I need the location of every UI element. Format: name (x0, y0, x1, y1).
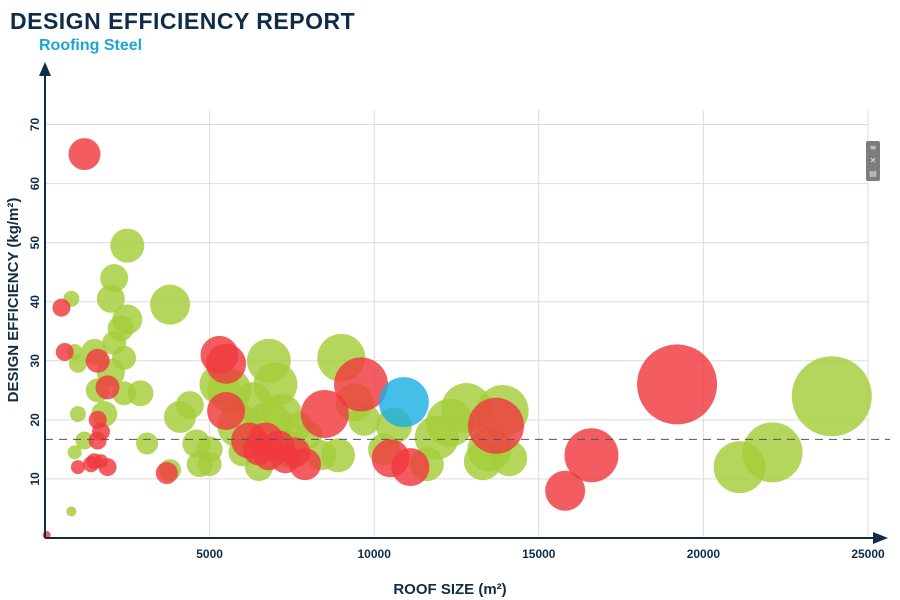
bubble-0-15 (112, 345, 137, 370)
bubble-1-24 (289, 448, 322, 481)
expand-icon[interactable]: ✕ (869, 155, 877, 165)
x-tick-label-2: 15000 (522, 547, 556, 561)
bubble-1-3 (70, 460, 85, 475)
bubble-0-10 (96, 284, 125, 313)
y-tick-label-5: 60 (28, 177, 42, 191)
bubble-1-25 (300, 389, 349, 438)
bubble-1-16 (207, 392, 246, 431)
bubble-layer (42, 138, 872, 540)
x-tick-label-0: 5000 (196, 547, 223, 561)
y-tick-label-3: 40 (28, 295, 42, 309)
bubble-2-0 (378, 377, 429, 428)
page-title: DESIGN EFFICIENCY REPORT (10, 8, 356, 34)
bubble-1-32 (637, 344, 718, 425)
y-tick-label-0: 10 (28, 472, 42, 486)
bubble-1-29 (468, 397, 525, 454)
bubble-0-20 (136, 432, 159, 455)
bubble-1-9 (88, 431, 107, 450)
bubble-1-0 (68, 138, 101, 171)
page-subtitle: Roofing Steel (39, 37, 143, 54)
bubble-1-15 (206, 343, 247, 384)
x-tick-label-3: 20000 (687, 547, 721, 561)
bubble-0-58 (742, 422, 803, 483)
bubble-0-21 (150, 284, 191, 325)
bubble-1-12 (98, 458, 117, 477)
bubble-1-30 (545, 470, 586, 511)
y-tick-label-6: 70 (28, 118, 42, 132)
y-axis-label: DESIGN EFFICIENCY (kg/m²) (5, 198, 22, 403)
menu-icon[interactable]: ≡ (869, 142, 877, 152)
bubble-0-59 (791, 356, 872, 437)
bubble-0-6 (75, 431, 94, 450)
x-tick-label-1: 10000 (358, 547, 392, 561)
bubble-1-1 (52, 298, 71, 317)
y-tick-labels: 10 20 30 40 50 60 70 (28, 118, 42, 486)
bubble-1-31 (564, 428, 619, 483)
bubble-0-5 (66, 506, 77, 517)
y-axis-arrow (39, 62, 51, 76)
x-axis-label: ROOF SIZE (m²) (393, 581, 506, 598)
bubble-0-16 (112, 304, 143, 335)
bubble-0-43 (320, 438, 355, 473)
bubble-1-6 (85, 348, 110, 373)
x-tick-labels: 5000 10000 15000 20000 25000 (196, 547, 885, 561)
bubble-0-4 (67, 445, 82, 460)
bubble-0-2 (68, 354, 87, 373)
bubble-0-24 (175, 391, 204, 420)
x-tick-label-4: 25000 (851, 547, 885, 561)
bubble-0-19 (127, 380, 154, 407)
y-tick-label-4: 50 (28, 236, 42, 250)
bubble-0-28 (197, 452, 222, 477)
bubble-0-46 (348, 403, 381, 436)
bubble-0-18 (110, 228, 145, 263)
y-tick-label-1: 20 (28, 413, 42, 427)
chart-toolbar[interactable]: ≡ ✕ ▤ (866, 141, 880, 181)
table-icon[interactable]: ▤ (869, 169, 877, 179)
bubble-0-12 (100, 264, 129, 293)
bubble-1-13 (155, 462, 178, 485)
bubble-1-11 (95, 375, 120, 400)
bubble-1-26 (334, 357, 389, 412)
bubble-0-3 (69, 405, 86, 422)
bubble-1-28 (391, 448, 430, 487)
y-tick-label-2: 30 (28, 354, 42, 368)
x-axis-arrow (873, 532, 888, 544)
bubble-1-2 (55, 342, 74, 361)
axes (39, 62, 888, 544)
